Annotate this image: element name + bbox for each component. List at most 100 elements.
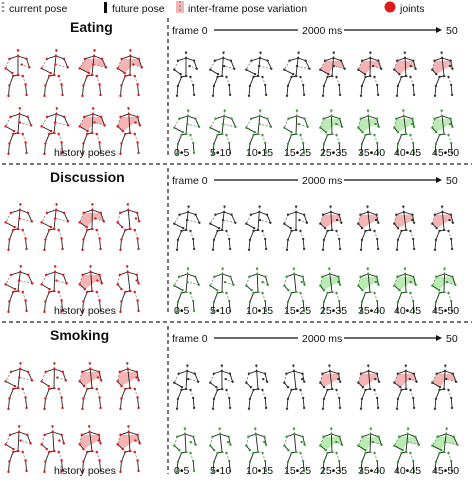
skeleton-bone <box>47 113 57 118</box>
skeleton-bone <box>89 431 99 436</box>
skeleton-bone <box>41 221 52 228</box>
joint-marker <box>124 132 127 136</box>
skeleton-bone <box>431 118 435 128</box>
joint-marker <box>57 290 60 294</box>
joint-marker <box>7 470 10 474</box>
skeleton-bone <box>262 134 266 144</box>
skeleton-bone <box>176 301 179 312</box>
joint-marker <box>82 84 85 87</box>
joint-marker <box>228 299 231 303</box>
joint-marker <box>133 387 136 391</box>
skeleton-bone <box>435 292 440 303</box>
skeleton-bone <box>377 60 382 69</box>
skeleton-bone <box>329 370 339 375</box>
skeleton-bone <box>448 389 452 399</box>
joint-marker <box>366 210 370 214</box>
joint-marker <box>409 280 412 284</box>
joint-marker <box>228 469 232 473</box>
skeleton-bone <box>61 84 63 95</box>
joint-marker <box>285 310 289 313</box>
skeleton-bone <box>19 122 32 126</box>
joint-marker <box>180 451 183 455</box>
history-pose <box>40 425 66 474</box>
skeleton-bone <box>210 223 220 229</box>
skeleton-bone <box>446 433 454 438</box>
skeleton-bone <box>79 58 86 69</box>
skeleton-bone <box>8 398 10 409</box>
predicted-pose <box>173 51 198 97</box>
joint-marker <box>454 283 457 286</box>
joint-marker <box>116 221 119 224</box>
skeleton-bone <box>262 230 266 240</box>
joint-marker <box>398 435 401 438</box>
skeleton-bone <box>323 433 332 438</box>
skeleton-bone <box>302 276 306 285</box>
joint-marker <box>30 124 33 127</box>
skeleton-bone <box>210 382 217 388</box>
joint-marker <box>217 227 221 230</box>
joint-marker <box>8 142 11 145</box>
skeleton-bone <box>228 397 231 408</box>
skeleton-bone <box>331 57 334 77</box>
skeleton-bone <box>58 451 63 461</box>
skeleton-bone <box>63 212 69 222</box>
skeleton-bone <box>441 115 445 135</box>
skeleton-bone <box>121 133 126 144</box>
skeleton-bone <box>10 431 20 436</box>
skeleton-bone <box>41 58 48 69</box>
skeleton-bone <box>450 84 453 95</box>
skeleton-bone <box>437 433 447 438</box>
history-pose <box>4 362 34 411</box>
joint-marker <box>212 460 216 464</box>
joint-marker <box>18 217 21 220</box>
skeleton-bone <box>45 451 50 462</box>
skeleton-bone <box>210 127 220 133</box>
joint-marker <box>55 279 58 282</box>
joint-marker <box>258 114 261 118</box>
joint-marker <box>450 406 454 410</box>
skeleton-bone <box>360 301 363 312</box>
joint-marker <box>127 208 130 212</box>
history-label: history poses <box>54 465 116 477</box>
joint-marker <box>338 213 341 216</box>
skeleton-bone <box>190 134 194 144</box>
joint-marker <box>18 107 22 110</box>
joint-marker <box>450 151 454 155</box>
joint-marker <box>13 287 17 291</box>
skeleton-bone <box>209 276 215 286</box>
joint-marker <box>82 460 85 463</box>
joint-marker <box>357 126 360 129</box>
skeleton-bone <box>192 238 195 249</box>
skeleton-bone <box>248 301 251 312</box>
skeleton-bone <box>187 123 200 128</box>
joint-marker <box>100 115 103 119</box>
skeleton-bone <box>117 371 121 382</box>
skeleton-bone <box>134 229 139 239</box>
joint-marker <box>266 117 269 120</box>
joint-marker <box>302 141 305 145</box>
skeleton-bone <box>63 116 69 126</box>
joint-marker <box>396 300 400 304</box>
skeleton-bone <box>432 382 441 388</box>
skeleton-bone <box>396 85 399 96</box>
joint-marker <box>52 73 56 77</box>
joint-marker <box>175 310 179 313</box>
joint-marker <box>287 289 290 292</box>
joint-marker <box>120 238 123 241</box>
joint-marker <box>40 67 43 70</box>
joint-marker <box>80 433 83 437</box>
joint-marker <box>192 83 195 87</box>
joint-marker <box>55 112 58 116</box>
pose-variation-band <box>394 60 416 75</box>
joint-marker <box>256 74 260 78</box>
skeleton-bone <box>99 142 101 153</box>
joint-marker <box>288 59 291 62</box>
skeleton-bone <box>121 291 126 302</box>
joint-marker <box>99 442 102 445</box>
joint-marker <box>186 267 190 270</box>
joint-marker <box>450 309 454 313</box>
joint-marker <box>138 220 141 223</box>
skeleton-bone <box>432 445 442 451</box>
joint-marker <box>99 93 102 97</box>
skeleton-bone <box>19 218 32 222</box>
